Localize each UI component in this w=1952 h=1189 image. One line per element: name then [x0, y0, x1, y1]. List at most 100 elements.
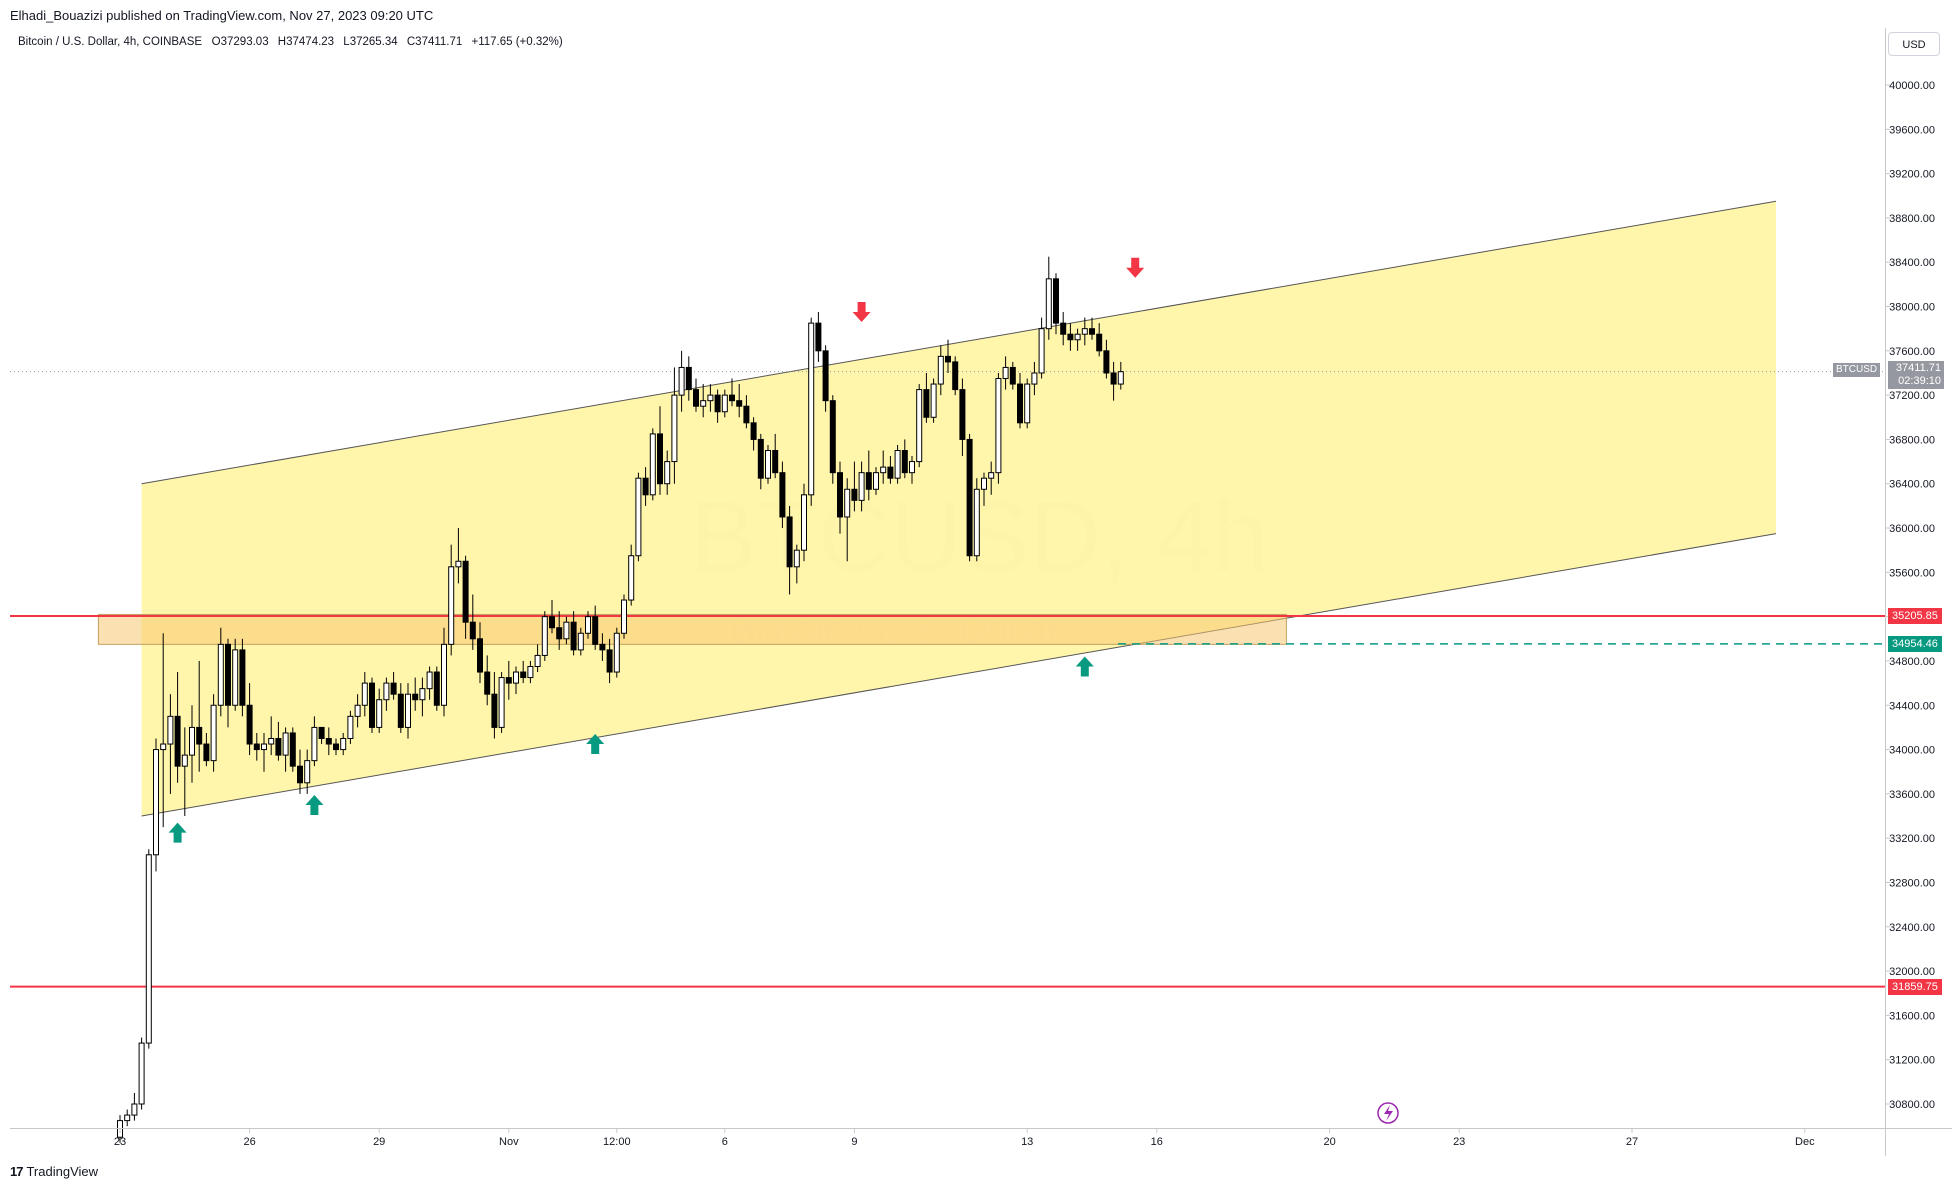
- candle-body[interactable]: [412, 693, 419, 701]
- candle-body[interactable]: [1110, 372, 1117, 385]
- candle-body[interactable]: [275, 737, 282, 756]
- candle-body[interactable]: [311, 726, 318, 762]
- candle-body[interactable]: [527, 665, 534, 679]
- candle-body[interactable]: [1103, 350, 1110, 374]
- candle-body[interactable]: [131, 1103, 138, 1116]
- candle-body[interactable]: [635, 477, 642, 557]
- candle-body[interactable]: [606, 649, 613, 673]
- candle-body[interactable]: [995, 378, 1002, 474]
- candle-body[interactable]: [1074, 333, 1081, 341]
- candle-body[interactable]: [599, 643, 606, 651]
- candle-body[interactable]: [844, 488, 851, 518]
- candle-body[interactable]: [441, 643, 447, 706]
- candle-body[interactable]: [729, 394, 735, 402]
- candle-body[interactable]: [743, 405, 750, 424]
- candle-body[interactable]: [549, 616, 555, 629]
- candle-body[interactable]: [901, 450, 908, 474]
- candle-body[interactable]: [642, 477, 649, 496]
- replay-icon[interactable]: [1377, 1102, 1399, 1124]
- candle-body[interactable]: [621, 599, 627, 634]
- candle-body[interactable]: [203, 743, 210, 762]
- channel-lower-line[interactable]: [141, 533, 1777, 817]
- candle-body[interactable]: [887, 466, 894, 479]
- candle-body[interactable]: [786, 516, 793, 568]
- arrow-up-icon[interactable]: [305, 794, 324, 815]
- candle-body[interactable]: [837, 472, 843, 518]
- candle-body[interactable]: [491, 693, 498, 728]
- candle-body[interactable]: [239, 649, 246, 706]
- candle-body[interactable]: [657, 433, 663, 485]
- candle-body[interactable]: [181, 754, 188, 767]
- candle-body[interactable]: [959, 389, 966, 440]
- candle-body[interactable]: [556, 627, 563, 640]
- candle-body[interactable]: [448, 566, 455, 645]
- candle-body[interactable]: [1060, 322, 1067, 335]
- candle-body[interactable]: [333, 743, 339, 751]
- candle-body[interactable]: [160, 743, 167, 751]
- candle-body[interactable]: [268, 737, 275, 745]
- candle-body[interactable]: [340, 737, 347, 751]
- candle-body[interactable]: [721, 394, 728, 413]
- candle-body[interactable]: [649, 433, 656, 496]
- candle-body[interactable]: [829, 400, 836, 474]
- candle-body[interactable]: [664, 461, 671, 485]
- candle-body[interactable]: [592, 616, 599, 645]
- candle-body[interactable]: [462, 560, 469, 623]
- candle-body[interactable]: [945, 355, 951, 363]
- candle-body[interactable]: [138, 1042, 145, 1105]
- candle-body[interactable]: [772, 450, 779, 474]
- candle-body[interactable]: [433, 671, 440, 706]
- candle-body[interactable]: [1081, 328, 1088, 335]
- candle-body[interactable]: [376, 699, 383, 728]
- candle-body[interactable]: [916, 389, 923, 463]
- candle-body[interactable]: [225, 643, 231, 706]
- candle-body[interactable]: [613, 632, 620, 673]
- candle-body[interactable]: [297, 765, 303, 784]
- candle-body[interactable]: [145, 854, 152, 1044]
- candle-body[interactable]: [484, 671, 491, 695]
- candle-body[interactable]: [930, 383, 937, 418]
- candle-body[interactable]: [909, 461, 915, 474]
- candle-body[interactable]: [952, 361, 959, 391]
- candle-body[interactable]: [282, 732, 289, 756]
- candle-body[interactable]: [822, 350, 829, 402]
- candle-body[interactable]: [966, 438, 973, 557]
- arrow-up-icon[interactable]: [1075, 656, 1094, 677]
- candle-body[interactable]: [1031, 372, 1038, 385]
- candle-body[interactable]: [196, 726, 203, 745]
- candle-body[interactable]: [369, 682, 375, 728]
- legend-symbol[interactable]: Bitcoin / U.S. Dollar, 4h, COINBASE: [18, 36, 203, 48]
- candle-body[interactable]: [937, 355, 944, 385]
- candle-body[interactable]: [426, 671, 433, 690]
- tradingview-logo[interactable]: 17 TradingView: [10, 1164, 98, 1179]
- candle-body[interactable]: [210, 704, 217, 762]
- candle-body[interactable]: [1002, 366, 1009, 380]
- candle-body[interactable]: [570, 621, 577, 651]
- candle-body[interactable]: [880, 466, 887, 474]
- candle-body[interactable]: [361, 682, 368, 706]
- candle-body[interactable]: [534, 654, 541, 667]
- candle-body[interactable]: [577, 632, 584, 651]
- candle-body[interactable]: [124, 1114, 131, 1122]
- support-zone[interactable]: [97, 613, 1287, 645]
- candle-body[interactable]: [1038, 328, 1045, 374]
- candle-body[interactable]: [397, 693, 404, 728]
- candle-body[interactable]: [253, 743, 260, 751]
- candle-body[interactable]: [1024, 383, 1031, 424]
- currency-button[interactable]: USD: [1888, 32, 1940, 56]
- candle-body[interactable]: [685, 366, 692, 391]
- candle-body[interactable]: [808, 322, 815, 496]
- candle-body[interactable]: [851, 488, 858, 501]
- arrow-down-icon[interactable]: [852, 302, 871, 323]
- candle-body[interactable]: [513, 671, 519, 684]
- channel-upper-line[interactable]: [141, 200, 1777, 485]
- candle-body[interactable]: [347, 715, 354, 739]
- candle-body[interactable]: [563, 621, 570, 640]
- candle-body[interactable]: [757, 438, 764, 479]
- candle-body[interactable]: [700, 400, 707, 407]
- candle-body[interactable]: [628, 555, 635, 601]
- candle-body[interactable]: [304, 760, 311, 784]
- candle-body[interactable]: [405, 693, 411, 728]
- candle-body[interactable]: [988, 472, 995, 479]
